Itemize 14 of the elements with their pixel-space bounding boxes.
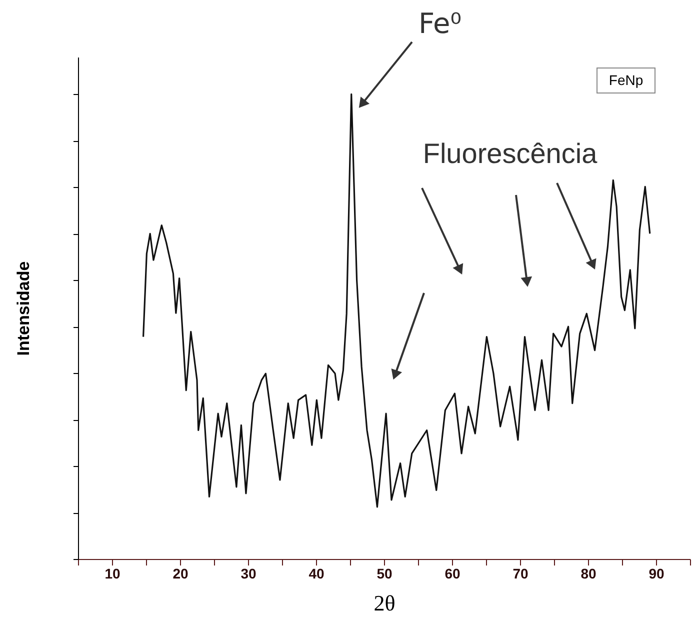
annotation: Fluorescência: [422, 138, 598, 169]
x-tick-label: 60: [444, 566, 460, 582]
x-tick-label: 20: [172, 566, 188, 582]
x-tick-label: 50: [376, 566, 392, 582]
x-tick-label: 90: [648, 566, 664, 582]
x-axis-title: 2θ: [374, 590, 396, 616]
x-tick-label: 10: [104, 566, 120, 582]
x-tick-label: 30: [240, 566, 256, 582]
x-tick-label: 40: [308, 566, 324, 582]
x-tick-label: 80: [580, 566, 596, 582]
text: Fe⁰: [418, 7, 462, 40]
x-tick-label: 70: [512, 566, 528, 582]
text: FeNp: [608, 72, 644, 88]
y-axis-title: Intensidade: [14, 261, 33, 356]
